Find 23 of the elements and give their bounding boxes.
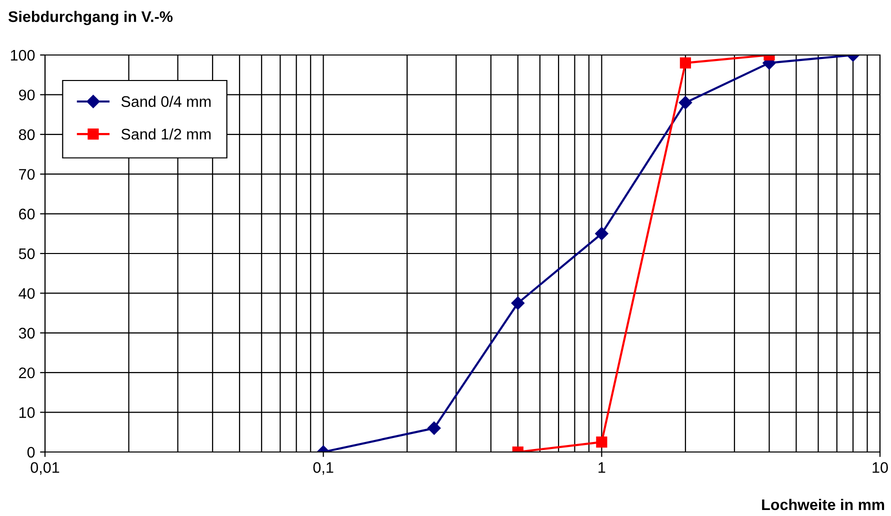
- x-tick-label: 0,1: [313, 462, 334, 475]
- point: [511, 296, 524, 310]
- point: [678, 96, 692, 110]
- legend-label: Sand 1/2 mm: [121, 128, 211, 140]
- x-tick-label: 0,01: [30, 462, 60, 475]
- x-axis-title: Lochweite in mm: [762, 498, 884, 510]
- legend-label: Sand 0/4 mm: [121, 96, 211, 108]
- y-tick-label: 0: [27, 446, 35, 458]
- x-tick-label: 1: [598, 462, 606, 473]
- y-tick-label: 60: [19, 208, 35, 220]
- y-tick-label: 70: [19, 168, 35, 180]
- point: [428, 422, 441, 435]
- y-tick-label: 50: [18, 248, 35, 260]
- y-tick-label: 40: [18, 288, 35, 299]
- point: [595, 227, 608, 240]
- y-tick-label: 20: [19, 367, 35, 378]
- y-tick-label: 30: [18, 328, 35, 339]
- y-tick-label: 90: [19, 90, 35, 100]
- x-tick-label: 10: [872, 462, 888, 473]
- y-tick-label: 80: [18, 129, 35, 140]
- y-axis-title: Siebdurchgang in V.-%: [8, 10, 173, 26]
- y-tick-label: 10: [19, 407, 35, 418]
- y-tick-label: 100: [10, 50, 35, 61]
